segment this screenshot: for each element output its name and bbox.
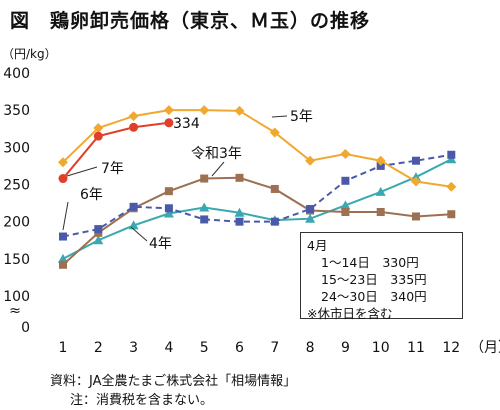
data-point bbox=[269, 127, 280, 138]
data-point bbox=[305, 155, 316, 166]
x-tick-label: 11 bbox=[407, 340, 425, 356]
data-point bbox=[199, 105, 210, 116]
series-line bbox=[62, 176, 452, 266]
x-tick-label: 6 bbox=[235, 340, 244, 356]
source-text: 資料：JA全農たまご株式会社「相場情報」 bbox=[50, 374, 297, 389]
data-point bbox=[412, 212, 420, 221]
data-point bbox=[375, 155, 386, 166]
data-point bbox=[411, 176, 421, 187]
data-point bbox=[447, 210, 456, 219]
series-label: 7年 bbox=[101, 161, 124, 177]
data-point bbox=[94, 225, 103, 234]
data-point bbox=[234, 207, 245, 217]
x-axis-unit: （月） bbox=[470, 340, 500, 356]
source-block: 資料：JA全農たまご株式会社「相場情報」 注：消費税を含まない。 bbox=[50, 372, 296, 410]
x-tick-label: 8 bbox=[306, 340, 315, 356]
data-point bbox=[235, 173, 244, 182]
y-tick-label: 150 bbox=[3, 252, 30, 268]
series-label: 4年 bbox=[149, 236, 172, 252]
x-tick-label: 5 bbox=[200, 340, 209, 356]
data-point bbox=[129, 122, 139, 132]
data-point bbox=[412, 156, 420, 165]
data-point bbox=[163, 208, 174, 218]
data-point bbox=[129, 202, 138, 211]
data-point bbox=[164, 204, 173, 213]
data-point bbox=[341, 176, 350, 185]
april-price-note: 4月 1〜14日 330円 15〜23日 335円 24〜30日 340円 ※休… bbox=[300, 232, 463, 321]
data-point bbox=[305, 213, 316, 223]
series-line bbox=[62, 153, 452, 238]
data-point bbox=[270, 217, 279, 226]
leader-line bbox=[62, 201, 69, 231]
series-label: 5年 bbox=[290, 109, 313, 125]
data-point bbox=[199, 202, 210, 212]
data-point bbox=[93, 131, 103, 141]
axis-break-symbol: ≈ bbox=[9, 303, 21, 319]
data-point bbox=[93, 235, 104, 245]
data-point bbox=[376, 208, 385, 217]
y-tick-label: 200 bbox=[3, 215, 30, 231]
data-point bbox=[128, 111, 139, 122]
y-tick-label: 400 bbox=[3, 66, 30, 82]
data-label: 334 bbox=[173, 116, 200, 132]
note-heading: 4月 bbox=[307, 238, 328, 253]
data-point bbox=[200, 174, 209, 183]
x-tick-label: 3 bbox=[129, 340, 138, 356]
note-row: 24〜30日 340円 bbox=[321, 289, 427, 304]
data-point bbox=[164, 118, 174, 128]
data-point bbox=[59, 232, 67, 241]
series-line bbox=[62, 109, 452, 188]
series-line bbox=[62, 121, 170, 180]
y-tick-label: 250 bbox=[3, 178, 30, 194]
chart-title: 図 鶏卵卸売価格（東京、Ｍ玉）の推移 bbox=[10, 10, 371, 32]
leader-line bbox=[66, 166, 98, 177]
data-point bbox=[58, 253, 68, 263]
note-row: 15〜23日 335円 bbox=[321, 272, 427, 287]
series-layer bbox=[58, 105, 457, 269]
data-point bbox=[93, 123, 104, 134]
data-point bbox=[340, 149, 351, 160]
data-point bbox=[58, 157, 68, 168]
x-tick-label: 2 bbox=[94, 340, 103, 356]
data-point bbox=[340, 200, 351, 210]
x-tick-label: 10 bbox=[372, 340, 390, 356]
data-point bbox=[376, 161, 385, 170]
data-point bbox=[234, 105, 245, 116]
x-tick-label: 1 bbox=[59, 340, 68, 356]
note-row: 1〜14日 330円 bbox=[321, 255, 419, 270]
series-line bbox=[62, 158, 452, 260]
x-tick-label: 9 bbox=[341, 340, 350, 356]
data-point bbox=[200, 215, 209, 224]
series-label: 令和3年 bbox=[191, 146, 242, 162]
source-note: 注：消費税を含まない。 bbox=[70, 393, 214, 408]
data-point bbox=[164, 187, 173, 196]
data-point bbox=[447, 150, 456, 159]
data-point bbox=[235, 217, 244, 226]
y-tick-label: 350 bbox=[3, 103, 30, 119]
data-point bbox=[375, 186, 386, 196]
leader-line bbox=[211, 161, 225, 177]
data-point bbox=[59, 260, 67, 269]
y-tick-label: 0 bbox=[21, 320, 30, 336]
x-tick-label: 12 bbox=[442, 340, 460, 356]
y-axis-unit: （円/kg） bbox=[2, 47, 57, 61]
note-footnote: ※休市日を含む bbox=[307, 306, 393, 321]
data-point bbox=[163, 105, 174, 116]
y-tick-label: 100 bbox=[3, 289, 30, 305]
x-tick-label: 4 bbox=[164, 340, 173, 356]
data-point bbox=[270, 184, 279, 193]
y-tick-label: 300 bbox=[3, 140, 30, 156]
series-label: 6年 bbox=[80, 187, 103, 203]
data-point bbox=[306, 205, 315, 214]
x-tick-label: 7 bbox=[270, 340, 279, 356]
data-point bbox=[58, 174, 68, 184]
leader-line bbox=[130, 226, 148, 242]
data-point bbox=[446, 181, 457, 192]
data-point bbox=[341, 208, 350, 217]
leader-line bbox=[271, 115, 288, 118]
